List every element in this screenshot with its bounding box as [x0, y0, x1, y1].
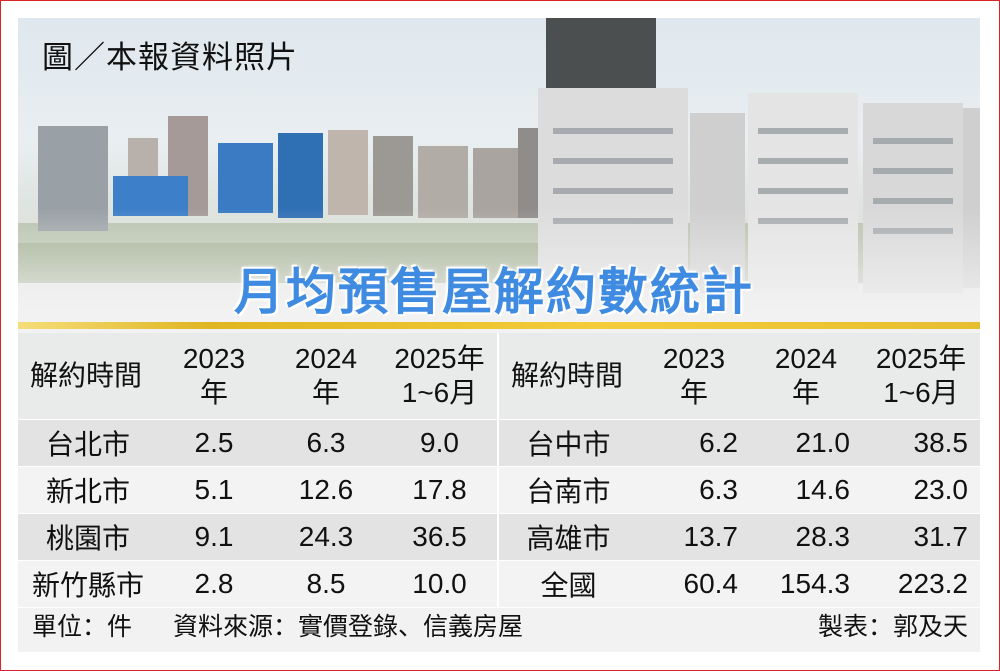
value-2024: 8.5: [306, 567, 346, 599]
footer: 單位：件 資料來源：實價登錄、信義房屋 製表：郭及天: [18, 607, 980, 647]
header-2024-left: 2024年: [294, 342, 358, 408]
infographic: 圖／本報資料照片 月均預售屋解約數統計 解約時間 2023年 2024年 202…: [18, 18, 980, 652]
header-period-right: 解約時間: [511, 359, 624, 391]
value-2024: 14.6: [795, 473, 851, 505]
header-2025-months-right: 1~6月: [883, 376, 959, 408]
table-header-row: 解約時間 2023年 2024年 2025年 1~6月 解約時間 2023年 2…: [18, 333, 980, 419]
table-row: 台北市 2.5 6.3 9.0 台中市 6.2 21.0 38.5: [18, 419, 980, 466]
source-note: 資料來源：實價登錄、信義房屋: [173, 612, 524, 641]
city-skyline-illustration: [18, 18, 980, 328]
header-2025-right: 2025年 1~6月: [862, 333, 980, 419]
header-2024-right: 2024年: [774, 342, 838, 408]
value-2024: 28.3: [795, 520, 851, 552]
value-2025: 23.0: [913, 473, 969, 505]
table-row: 新北市 5.1 12.6 17.8 台南市 6.3 14.6 23.0: [18, 466, 980, 513]
value-2023: 13.7: [683, 520, 739, 552]
value-2023: 2.5: [194, 426, 234, 458]
value-2024: 21.0: [795, 426, 851, 458]
header-2023-right: 2023年: [662, 342, 726, 408]
header-2025-months-left: 1~6月: [401, 376, 478, 408]
value-2023: 6.2: [699, 426, 738, 458]
header-2023-left: 2023年: [182, 342, 246, 408]
header-2025-year-left: 2025年: [394, 342, 485, 374]
value-2023: 60.4: [683, 567, 739, 599]
value-2025: 17.8: [382, 466, 499, 513]
unit-note: 單位：件: [32, 612, 133, 641]
value-2023: 2.8: [194, 567, 234, 599]
city-photo: 圖／本報資料照片 月均預售屋解約數統計: [18, 18, 980, 328]
city-name: 新北市: [45, 475, 130, 507]
city-name: 台南市: [526, 475, 611, 507]
header-2025-left: 2025年 1~6月: [382, 333, 499, 419]
cancellation-table: 解約時間 2023年 2024年 2025年 1~6月 解約時間 2023年 2…: [18, 333, 980, 608]
table-row: 桃園市 9.1 24.3 36.5 高雄市 13.7 28.3 31.7: [18, 513, 980, 560]
value-2024: 24.3: [298, 520, 354, 552]
photo-credit: 圖／本報資料照片: [42, 40, 298, 76]
city-name: 台北市: [45, 428, 130, 460]
value-2024: 6.3: [306, 426, 346, 458]
value-2025: 223.2: [897, 567, 968, 599]
city-name: 桃園市: [45, 522, 130, 554]
city-name: 台中市: [526, 428, 611, 460]
value-2023: 9.1: [194, 520, 234, 552]
value-2025: 9.0: [382, 419, 499, 466]
value-2024: 154.3: [779, 567, 850, 599]
value-2025: 31.7: [913, 520, 969, 552]
value-2025: 38.5: [913, 426, 969, 458]
header-period-left: 解約時間: [30, 359, 143, 391]
value-2025: 36.5: [382, 513, 499, 560]
gold-divider: [18, 322, 980, 329]
header-2025-year-right: 2025年: [875, 342, 967, 374]
city-name: 新竹縣市: [31, 569, 144, 601]
headline-title: 月均預售屋解約數統計: [234, 263, 754, 321]
value-2024: 12.6: [298, 473, 354, 505]
value-2023: 6.3: [699, 473, 738, 505]
value-2023: 5.1: [194, 473, 234, 505]
table-row: 新竹縣市 2.8 8.5 10.0 全國 60.4 154.3 223.2: [18, 560, 980, 607]
maker-note: 製表：郭及天: [817, 612, 968, 641]
city-name: 全國: [540, 569, 597, 601]
value-2025: 10.0: [382, 560, 499, 607]
city-name: 高雄市: [526, 522, 611, 554]
